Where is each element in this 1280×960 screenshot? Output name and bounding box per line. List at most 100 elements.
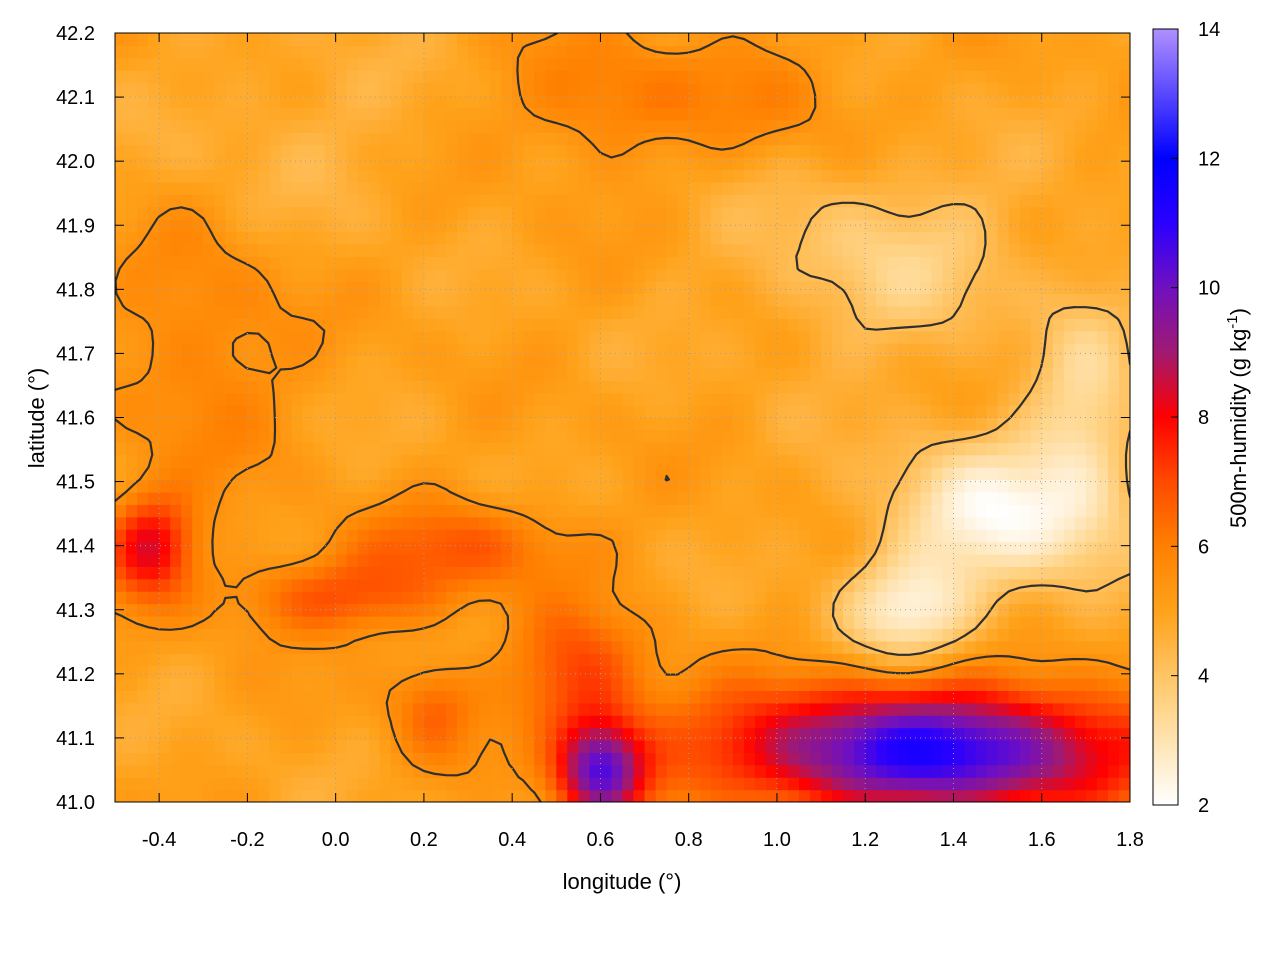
- heatmap-cell: [181, 330, 193, 344]
- heatmap-cell: [975, 293, 988, 307]
- heatmap-cell: [1063, 330, 1076, 344]
- heatmap-cell: [810, 615, 822, 629]
- heatmap-cell: [898, 677, 910, 691]
- heatmap-cell: [865, 417, 877, 431]
- heatmap-cell: [655, 417, 668, 431]
- heatmap-cell: [479, 467, 491, 481]
- heatmap-cell: [313, 243, 326, 257]
- heatmap-cell: [225, 181, 237, 195]
- heatmap-cell: [445, 367, 458, 381]
- heatmap-cell: [887, 739, 899, 753]
- heatmap-cell: [986, 169, 999, 183]
- heatmap-cell: [236, 529, 248, 543]
- heatmap-cell: [335, 628, 348, 642]
- heatmap-cell: [655, 293, 668, 307]
- heatmap-cell: [611, 491, 624, 505]
- heatmap-cell: [203, 752, 215, 766]
- heatmap-cell: [534, 194, 546, 208]
- heatmap-cell: [159, 777, 171, 791]
- heatmap-cell: [258, 702, 271, 716]
- heatmap-cell: [534, 429, 546, 443]
- heatmap-cell: [600, 181, 613, 195]
- heatmap-cell: [126, 615, 138, 629]
- heatmap-cell: [291, 231, 304, 245]
- heatmap-cell: [324, 132, 337, 146]
- heatmap-cell: [1008, 479, 1021, 493]
- heatmap-cell: [1008, 764, 1021, 778]
- heatmap-cell: [457, 752, 469, 766]
- heatmap-cell: [721, 715, 734, 729]
- heatmap-cell: [776, 305, 789, 319]
- heatmap-cell: [1096, 343, 1109, 357]
- heatmap-cell: [677, 591, 690, 605]
- heatmap-cell: [567, 566, 579, 580]
- heatmap-cell: [1096, 690, 1109, 704]
- heatmap-cell: [644, 665, 657, 679]
- heatmap-cell: [666, 591, 679, 605]
- heatmap-cell: [1008, 715, 1021, 729]
- heatmap-cell: [236, 777, 248, 791]
- heatmap-cell: [1052, 479, 1065, 493]
- heatmap-cell: [743, 367, 756, 381]
- heatmap-cell: [931, 591, 944, 605]
- heatmap-cell: [622, 640, 635, 654]
- heatmap-cell: [666, 789, 679, 802]
- heatmap-cell: [280, 752, 293, 766]
- heatmap-cell: [622, 690, 635, 704]
- heatmap-cell: [578, 467, 591, 481]
- heatmap-cell: [181, 702, 193, 716]
- heatmap-cell: [1052, 169, 1065, 183]
- heatmap-cell: [1052, 181, 1065, 195]
- heatmap-cell: [457, 777, 469, 791]
- heatmap-cell: [810, 355, 822, 369]
- heatmap-cell: [445, 231, 458, 245]
- heatmap-cell: [203, 343, 215, 357]
- heatmap-cell: [600, 479, 613, 493]
- heatmap-cell: [644, 132, 657, 146]
- heatmap-cell: [534, 417, 546, 431]
- heatmap-cell: [909, 702, 921, 716]
- heatmap-cell: [997, 591, 1010, 605]
- heatmap-cell: [545, 330, 557, 344]
- heatmap-cell: [335, 553, 348, 567]
- heatmap-cell: [423, 603, 436, 617]
- heatmap-cell: [269, 281, 282, 295]
- heatmap-cell: [457, 429, 469, 443]
- heatmap-cell: [357, 392, 370, 406]
- heatmap-cell: [953, 727, 966, 741]
- heatmap-cell: [1107, 157, 1120, 171]
- heatmap-cell: [346, 243, 359, 257]
- heatmap-cell: [776, 219, 789, 233]
- heatmap-cell: [1074, 727, 1087, 741]
- heatmap-cell: [379, 293, 392, 307]
- heatmap-cell: [1107, 504, 1120, 518]
- heatmap-cell: [611, 603, 624, 617]
- heatmap-cell: [732, 640, 745, 654]
- heatmap-cell: [1041, 727, 1054, 741]
- heatmap-cell: [324, 677, 337, 691]
- heatmap-cell: [148, 194, 160, 208]
- heatmap-cell: [291, 516, 304, 530]
- heatmap-cell: [721, 454, 734, 468]
- heatmap-cell: [865, 355, 877, 369]
- heatmap-cell: [898, 752, 910, 766]
- heatmap-cell: [920, 467, 933, 481]
- heatmap-cell: [589, 628, 602, 642]
- heatmap-cell: [225, 305, 237, 319]
- heatmap-cell: [1118, 392, 1130, 406]
- heatmap-cell: [975, 380, 988, 394]
- heatmap-cell: [1118, 243, 1130, 257]
- heatmap-cell: [832, 789, 844, 802]
- heatmap-cell: [412, 454, 425, 468]
- heatmap-cell: [379, 380, 392, 394]
- heatmap-cell: [1063, 442, 1076, 456]
- heatmap-cell: [953, 479, 966, 493]
- heatmap-cell: [931, 219, 944, 233]
- heatmap-cell: [699, 578, 712, 592]
- heatmap-cell: [1085, 392, 1098, 406]
- heatmap-cell: [876, 281, 888, 295]
- heatmap-cell: [843, 281, 855, 295]
- heatmap-cell: [1074, 777, 1087, 791]
- heatmap-cell: [490, 504, 502, 518]
- heatmap-cell: [854, 553, 866, 567]
